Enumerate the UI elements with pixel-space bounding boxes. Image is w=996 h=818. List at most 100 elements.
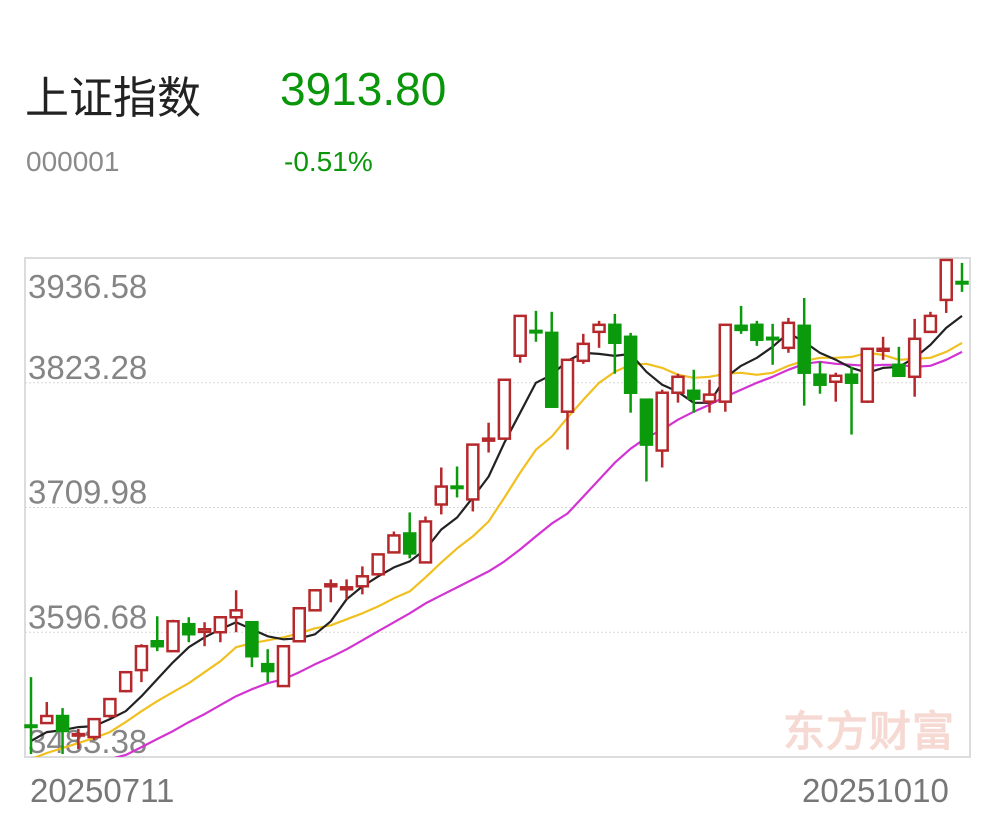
candle[interactable]: [276, 644, 291, 688]
candle[interactable]: [702, 379, 717, 413]
candle-body-up: [103, 697, 117, 718]
candle[interactable]: [150, 616, 164, 652]
candle-body-up: [371, 553, 385, 576]
candle[interactable]: [87, 717, 101, 740]
candle[interactable]: [923, 311, 938, 334]
candle[interactable]: [718, 323, 733, 412]
candle[interactable]: [750, 320, 764, 346]
candle-body-down: [402, 532, 417, 555]
candle[interactable]: [339, 579, 354, 600]
candle[interactable]: [781, 317, 796, 353]
x-label-end: 20251010: [802, 772, 949, 809]
candle-body-down: [55, 714, 70, 733]
candle-body-up: [197, 628, 212, 634]
candle-body-up: [939, 258, 953, 302]
candle[interactable]: [55, 708, 70, 755]
candle[interactable]: [544, 311, 559, 408]
candle[interactable]: [655, 389, 669, 468]
candle[interactable]: [197, 622, 212, 647]
candle-body-down: [797, 324, 811, 374]
candle[interactable]: [308, 589, 322, 612]
candle-body-up: [71, 732, 86, 737]
candle-body-up: [166, 619, 180, 653]
y-tick-label: 3709.98: [28, 474, 147, 511]
candle-body-up: [339, 586, 354, 591]
watermark-logo: 东方财富: [783, 707, 956, 756]
candle[interactable]: [592, 320, 606, 348]
candle[interactable]: [560, 358, 575, 450]
candle[interactable]: [387, 531, 401, 554]
candle-body-up: [213, 616, 228, 634]
candle[interactable]: [892, 346, 906, 378]
candle[interactable]: [734, 305, 748, 334]
candle-body-up: [324, 583, 338, 588]
candle-body-up: [134, 644, 149, 672]
index-code: 000001: [26, 146, 120, 177]
current-price: 3913.80: [280, 63, 447, 115]
candle-body-up: [355, 575, 370, 588]
candle[interactable]: [324, 579, 338, 603]
candle[interactable]: [355, 566, 370, 595]
candle[interactable]: [955, 262, 969, 292]
candle[interactable]: [497, 378, 512, 440]
candle[interactable]: [513, 314, 527, 363]
candle-body-down: [955, 280, 969, 285]
candle[interactable]: [40, 702, 54, 725]
candle[interactable]: [103, 697, 117, 718]
candle-body-up: [276, 644, 291, 688]
y-tick-label: 3823.28: [28, 349, 147, 386]
candle[interactable]: [466, 443, 480, 512]
candle[interactable]: [371, 553, 385, 576]
candle-body-down: [623, 335, 638, 394]
candle[interactable]: [576, 333, 591, 364]
candle-body-up: [876, 347, 890, 353]
candle[interactable]: [671, 373, 685, 403]
ma10-line: [33, 341, 963, 757]
candle[interactable]: [24, 677, 38, 755]
candle[interactable]: [292, 606, 307, 643]
candle[interactable]: [686, 369, 701, 413]
candle-body-up: [292, 606, 307, 643]
y-tick-label: 3936.58: [28, 268, 147, 305]
candle[interactable]: [829, 372, 843, 402]
candle[interactable]: [229, 590, 243, 633]
candle[interactable]: [813, 361, 827, 394]
candle[interactable]: [844, 366, 859, 435]
candle[interactable]: [860, 347, 875, 403]
candle[interactable]: [260, 649, 275, 683]
candle-body-down: [24, 724, 38, 729]
candle[interactable]: [118, 670, 133, 693]
candle-body-up: [481, 437, 496, 442]
candle[interactable]: [623, 332, 638, 413]
candle[interactable]: [907, 318, 922, 397]
candle[interactable]: [71, 729, 86, 750]
candle[interactable]: [876, 336, 890, 360]
candle[interactable]: [797, 297, 811, 406]
candle-body-up: [781, 321, 796, 350]
candle[interactable]: [639, 398, 654, 482]
candle[interactable]: [134, 644, 149, 683]
index-name: 上证指数: [25, 73, 201, 124]
candle[interactable]: [402, 512, 417, 559]
candle[interactable]: [481, 422, 496, 453]
candle-body-down: [813, 373, 827, 386]
candle[interactable]: [182, 617, 196, 643]
candle-body-up: [655, 391, 669, 452]
candle-body-down: [686, 389, 701, 400]
candle[interactable]: [166, 619, 180, 653]
candle[interactable]: [434, 467, 449, 515]
candle[interactable]: [608, 313, 622, 374]
candle[interactable]: [450, 466, 464, 498]
candle-body-up: [434, 485, 449, 506]
candle[interactable]: [529, 310, 543, 342]
candle[interactable]: [939, 258, 953, 313]
candle[interactable]: [765, 323, 780, 365]
candle[interactable]: [245, 620, 259, 668]
candle[interactable]: [213, 616, 228, 643]
candle-body-down: [544, 331, 559, 408]
candle-body-up: [560, 358, 575, 413]
candle[interactable]: [418, 516, 433, 564]
candle-body-down: [844, 373, 859, 384]
candle-body-up: [671, 375, 685, 394]
